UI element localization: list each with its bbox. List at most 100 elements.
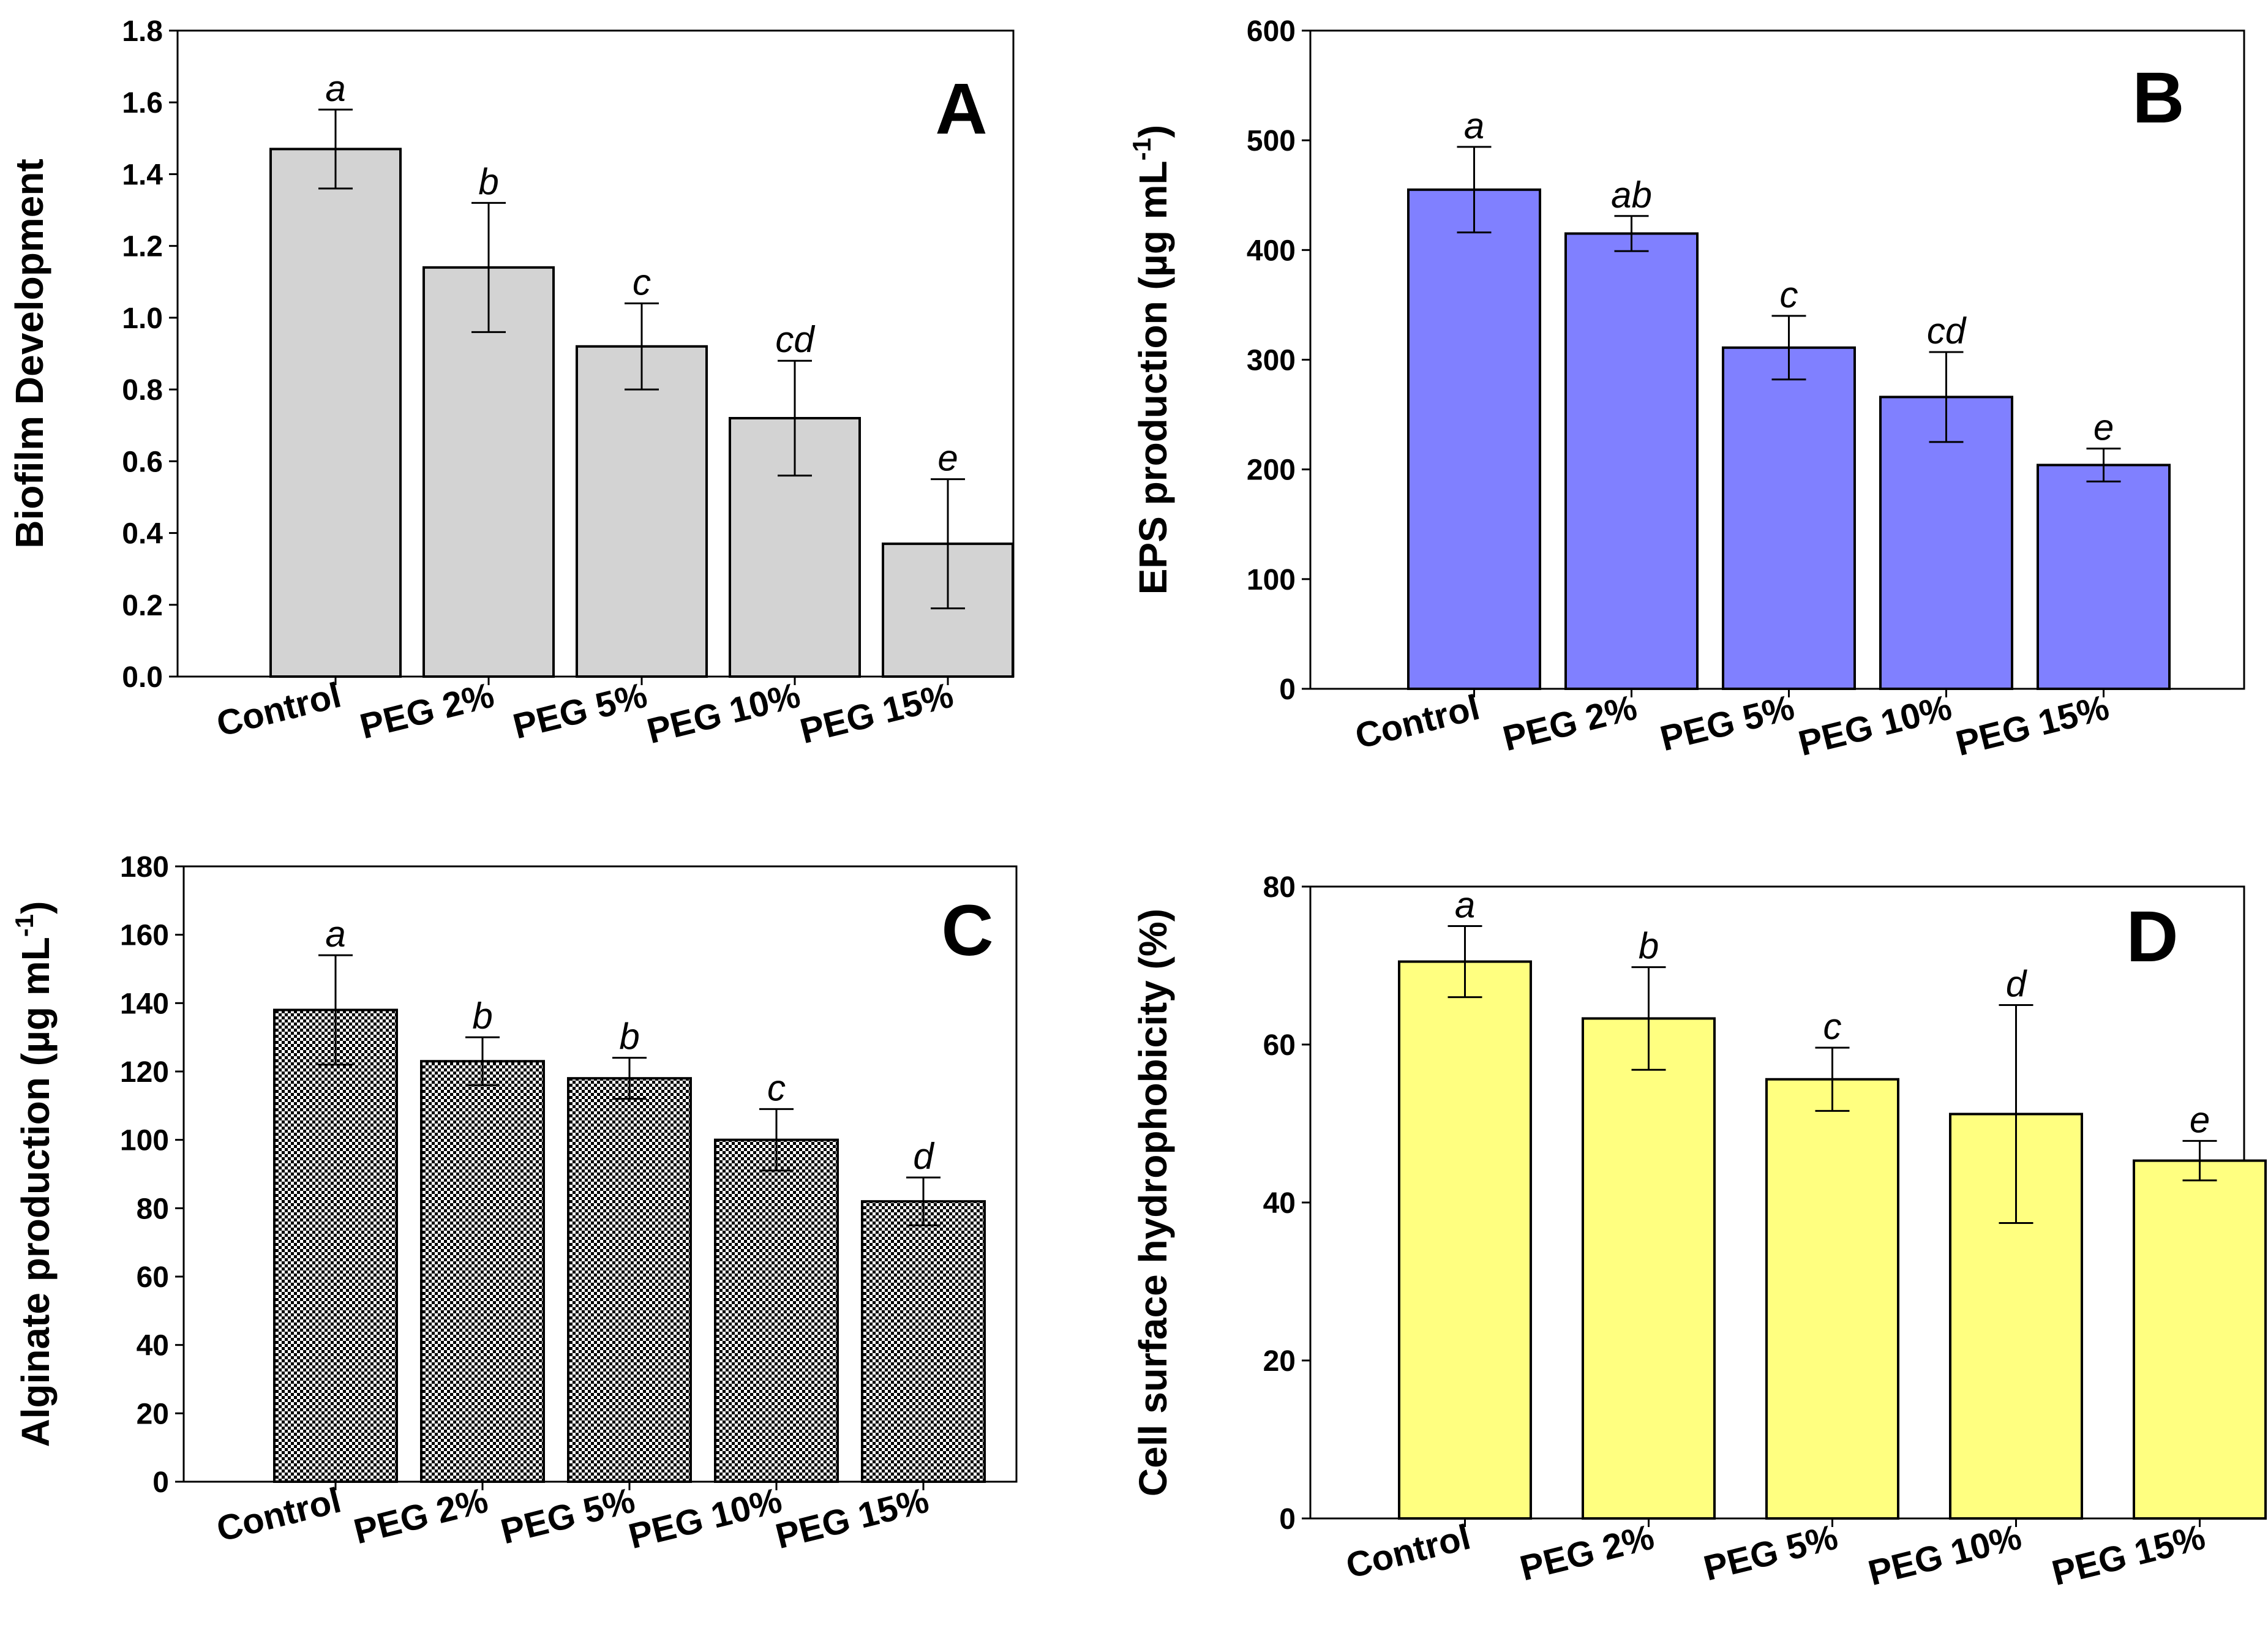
y-tick-label-b: 300 <box>1247 345 1296 377</box>
significance-letter-a-3: cd <box>775 319 815 360</box>
y-tick-label-a: 1.4 <box>122 159 163 191</box>
x-category-label-c-4: PEG 15% <box>772 1480 933 1557</box>
x-category-label-a-4: PEG 15% <box>796 675 957 752</box>
y-tick-label-c: 40 <box>137 1330 169 1362</box>
y-tick-label-a: 1.6 <box>122 87 163 119</box>
x-category-label-a-3: PEG 10% <box>643 675 804 752</box>
y-tick-label-c: 0 <box>152 1466 169 1499</box>
bar-c-0 <box>273 1008 398 1483</box>
y-tick-label-d: 0 <box>1279 1503 1296 1536</box>
y-tick-label-c: 60 <box>137 1261 169 1294</box>
significance-letter-b-0: a <box>1464 105 1484 146</box>
significance-letter-b-3: cd <box>1927 310 1967 351</box>
y-axis-label-end-c: ) <box>13 901 58 914</box>
y-tick-label-b: 100 <box>1247 564 1296 596</box>
significance-letter-d-4: e <box>2190 1099 2210 1140</box>
y-tick-label-a: 0.8 <box>122 374 163 407</box>
y-tick-label-a: 1.2 <box>122 231 163 263</box>
significance-letter-b-4: e <box>2093 407 2114 448</box>
bar-b-0 <box>1407 188 1541 690</box>
y-tick-label-d: 20 <box>1263 1345 1296 1378</box>
y-axis-label-c: Alginate production (µg mL-1) <box>10 901 58 1447</box>
x-category-label-c-2: PEG 5% <box>497 1480 639 1552</box>
x-category-label-a-1: PEG 2% <box>356 675 498 747</box>
bar-c-1 <box>420 1060 545 1483</box>
significance-letter-a-4: e <box>937 438 958 479</box>
x-category-label-c-1: PEG 2% <box>350 1480 492 1552</box>
bar-b-4 <box>2037 463 2171 690</box>
y-tick-label-d: 60 <box>1263 1029 1296 1062</box>
y-axis-label-d: Cell surface hydrophobicity (%) <box>1131 909 1175 1496</box>
x-category-label-d-3: PEG 10% <box>1864 1517 2026 1594</box>
x-category-label-a-2: PEG 5% <box>509 675 651 747</box>
panel-label-a: A <box>935 69 987 149</box>
x-category-label-b-4: PEG 15% <box>1952 688 2113 764</box>
bar-c-4 <box>861 1200 986 1483</box>
x-category-label-a-0: Control <box>212 675 345 745</box>
y-tick-label-c: 80 <box>137 1193 169 1225</box>
y-tick-label-b: 400 <box>1247 235 1296 267</box>
significance-letter-a-0: a <box>325 68 345 109</box>
bar-a-2 <box>576 345 708 678</box>
bar-d-4 <box>2133 1159 2267 1520</box>
y-axis-label-a: Biofilm Development <box>7 159 51 549</box>
bar-b-3 <box>1879 396 2013 691</box>
panel-label-c: C <box>941 890 993 971</box>
y-tick-label-b: 600 <box>1247 15 1296 48</box>
y-tick-label-c: 140 <box>120 988 169 1020</box>
bar-d-2 <box>1765 1078 1899 1520</box>
significance-letter-d-2: c <box>1823 1006 1842 1047</box>
bar-c-3 <box>714 1138 839 1483</box>
panel-b: 0 100 200 300 400 500 600 EPS production (µg mL… <box>1127 15 2245 764</box>
significance-letter-c-3: c <box>767 1067 786 1108</box>
bar-b-1 <box>1564 232 1699 691</box>
y-tick-label-c: 120 <box>120 1056 169 1089</box>
y-tick-label-b: 500 <box>1247 125 1296 157</box>
significance-letter-b-2: c <box>1780 274 1798 315</box>
y-axis-label-superscript-b: -1 <box>1127 138 1156 160</box>
bar-d-0 <box>1398 960 1532 1520</box>
y-tick-label-a: 1.8 <box>122 15 163 48</box>
y-tick-label-c: 160 <box>120 920 169 952</box>
bar-d-1 <box>1582 1017 1716 1520</box>
x-category-label-b-3: PEG 10% <box>1795 688 1956 764</box>
bar-a-1 <box>422 266 555 678</box>
x-category-label-b-2: PEG 5% <box>1656 688 1798 759</box>
x-category-label-d-4: PEG 15% <box>2048 1517 2209 1594</box>
y-axis-label-end-b: ) <box>1131 125 1175 138</box>
x-category-label-b-0: Control <box>1351 688 1484 757</box>
significance-letter-c-0: a <box>325 914 345 955</box>
panel-label-d: D <box>2126 896 2178 977</box>
panel-label-b: B <box>2132 58 2184 138</box>
significance-letter-c-2: b <box>619 1016 639 1057</box>
y-tick-label-c: 100 <box>120 1125 169 1157</box>
y-tick-label-a: 1.0 <box>122 302 163 335</box>
significance-letter-c-1: b <box>472 996 492 1037</box>
x-category-label-d-1: PEG 2% <box>1516 1517 1658 1589</box>
significance-letter-b-1: ab <box>1611 174 1652 216</box>
significance-letter-d-1: b <box>1639 926 1659 967</box>
y-tick-label-b: 200 <box>1247 454 1296 487</box>
y-tick-label-c: 20 <box>137 1398 169 1430</box>
significance-letter-c-4: d <box>913 1136 934 1177</box>
significance-letter-a-2: c <box>633 261 651 302</box>
panel-a: 0.0 0.2 0.4 0.6 0.8 1.0 1.2 1.4 1.6 1.8 Biofilm De… <box>7 15 1015 752</box>
y-axis-label-superscript-c: -1 <box>10 914 39 937</box>
y-tick-label-d: 40 <box>1263 1187 1296 1220</box>
y-axis-label-b: EPS production (µg mL-1) <box>1127 125 1175 595</box>
y-tick-label-a: 0.6 <box>122 446 163 478</box>
y-tick-label-a: 0.4 <box>122 518 163 550</box>
y-tick-label-b: 0 <box>1279 674 1296 706</box>
y-tick-label-c: 180 <box>120 851 169 884</box>
x-category-label-b-1: PEG 2% <box>1499 688 1641 759</box>
x-category-label-d-0: Control <box>1342 1517 1474 1586</box>
y-tick-label-a: 0.0 <box>122 661 163 694</box>
bar-a-0 <box>269 148 402 678</box>
bar-b-2 <box>1722 346 1856 690</box>
significance-letter-a-1: b <box>478 161 498 202</box>
bar-c-2 <box>567 1077 692 1483</box>
x-category-label-d-2: PEG 5% <box>1700 1517 1842 1589</box>
x-category-label-c-3: PEG 10% <box>625 1480 786 1557</box>
panel-d: 0 20 40 60 80 Cell surface hydrophobicity (%)… <box>1131 871 2267 1594</box>
